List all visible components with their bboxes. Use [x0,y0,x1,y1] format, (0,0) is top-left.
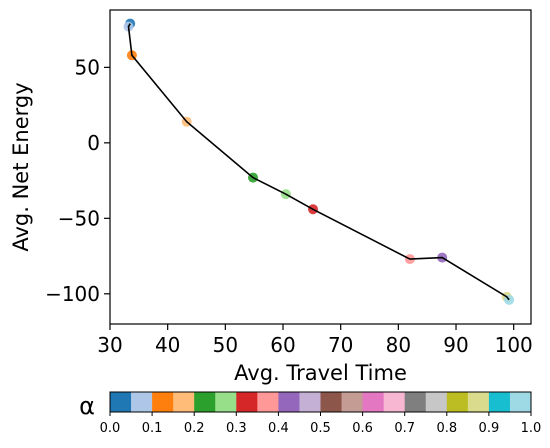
colorbar-ticks: 0.0 0.1 0.2 0.3 0.4 0.5 0.6 0.7 0.8 0.9 1.0 [100,412,542,436]
colorbar-label: α [79,392,95,420]
y-tick-label: 50 [75,55,100,79]
colorbar-cell [362,392,385,412]
colorbar-cell [236,392,258,412]
colorbar-cell [131,392,153,412]
x-tick-label: 50 [213,333,238,357]
colorbar-tick-label: 0.8 [436,421,457,436]
x-tick-label: 80 [386,333,411,357]
colorbar-tick-label: 0.9 [479,421,500,436]
colorbar-cell [446,392,469,412]
colorbar-cell [110,392,132,412]
colorbar: α 0.0 0.1 0.2 0.3 0.4 0.5 0.6 0.7 0.8 0.9 1.0 [79,391,542,436]
y-tick-label: 0 [87,131,100,155]
y-axis-label: Avg. Net Energy [9,82,33,251]
y-axis-ticks: 50 0 −50 −100 [45,55,110,306]
colorbar-cell [173,392,195,412]
y-tick-label: −100 [45,282,100,306]
x-axis-ticks: 30 40 50 60 70 80 90 100 [97,324,533,357]
colorbar-cell [278,392,300,412]
colorbar-tick-label: 0.0 [100,421,121,436]
x-tick-label: 90 [443,333,468,357]
colorbar-cell [404,392,427,412]
x-tick-label: 60 [270,333,295,357]
colorbar-tick-label: 0.6 [352,421,373,436]
colorbar-tick-label: 0.5 [310,421,331,436]
colorbar-cell [194,392,216,412]
y-tick-label: −50 [58,206,100,230]
series-layer [123,18,515,305]
colorbar-cell [467,392,490,412]
x-axis-label: Avg. Travel Time [234,361,407,385]
colorbar-cell [341,392,364,412]
x-tick-label: 70 [328,333,353,357]
colorbar-cells [109,391,532,413]
x-tick-label: 100 [495,333,533,357]
plot-frame [109,9,532,325]
colorbar-cell [488,392,511,412]
axes-box [109,9,532,325]
colorbar-cell [299,392,321,412]
colorbar-cell [215,392,237,412]
series-line [127,23,510,301]
colorbar-tick-label: 0.2 [184,421,205,436]
colorbar-cell [320,392,343,412]
colorbar-tick-label: 1.0 [521,421,542,436]
x-tick-label: 40 [155,333,180,357]
colorbar-tick-label: 0.7 [394,421,415,436]
colorbar-cell [509,392,532,412]
colorbar-cell [257,392,279,412]
colorbar-tick-label: 0.4 [268,421,289,436]
colorbar-cell [152,392,174,412]
x-tick-label: 30 [97,333,122,357]
colorbar-tick-label: 0.1 [142,421,163,436]
colorbar-tick-label: 0.3 [226,421,247,436]
colorbar-cell [383,392,406,412]
colorbar-cell [425,392,448,412]
